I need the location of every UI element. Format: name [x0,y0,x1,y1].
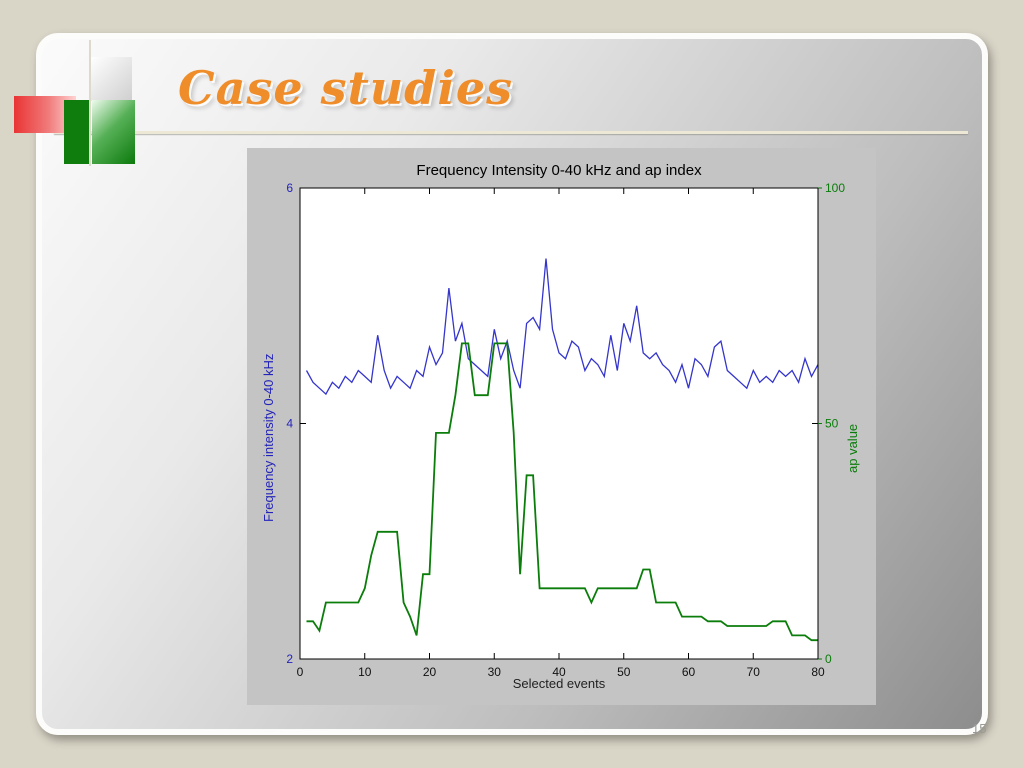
decoration-green-square-large [92,100,135,164]
x-tick-label: 20 [423,665,437,679]
plot-background [300,188,818,659]
right-tick-label: 100 [825,181,845,195]
x-tick-label: 30 [488,665,502,679]
right-tick-label: 0 [825,652,832,666]
decoration-vertical-line [89,40,91,166]
left-axis-label: Frequency intensity 0-40 kHz [261,353,276,523]
x-tick-label: 0 [297,665,304,679]
x-tick-label: 50 [617,665,631,679]
x-axis-label: Selected events [512,676,606,691]
right-axis-label: ap value [845,423,860,473]
left-tick-label: 4 [286,417,293,431]
x-tick-label: 80 [811,665,825,679]
right-tick-label: 50 [825,417,839,431]
x-tick-label: 60 [682,665,696,679]
left-tick-label: 6 [286,181,293,195]
left-tick-label: 2 [286,652,293,666]
decoration-white-square [90,57,132,101]
decoration-green-square-small [64,100,90,164]
chart-panel: Frequency Intensity 0-40 kHz and ap inde… [247,148,876,705]
series-right [306,342,818,642]
slide-title: Case studies [178,61,513,115]
x-tick-label: 70 [747,665,761,679]
series-left [305,258,819,396]
x-tick-label: 10 [358,665,372,679]
title-divider [54,131,968,134]
x-tick-label: 40 [552,665,566,679]
page-number: 15 [972,721,987,736]
chart-title: Frequency Intensity 0-40 kHz and ap inde… [416,162,702,179]
